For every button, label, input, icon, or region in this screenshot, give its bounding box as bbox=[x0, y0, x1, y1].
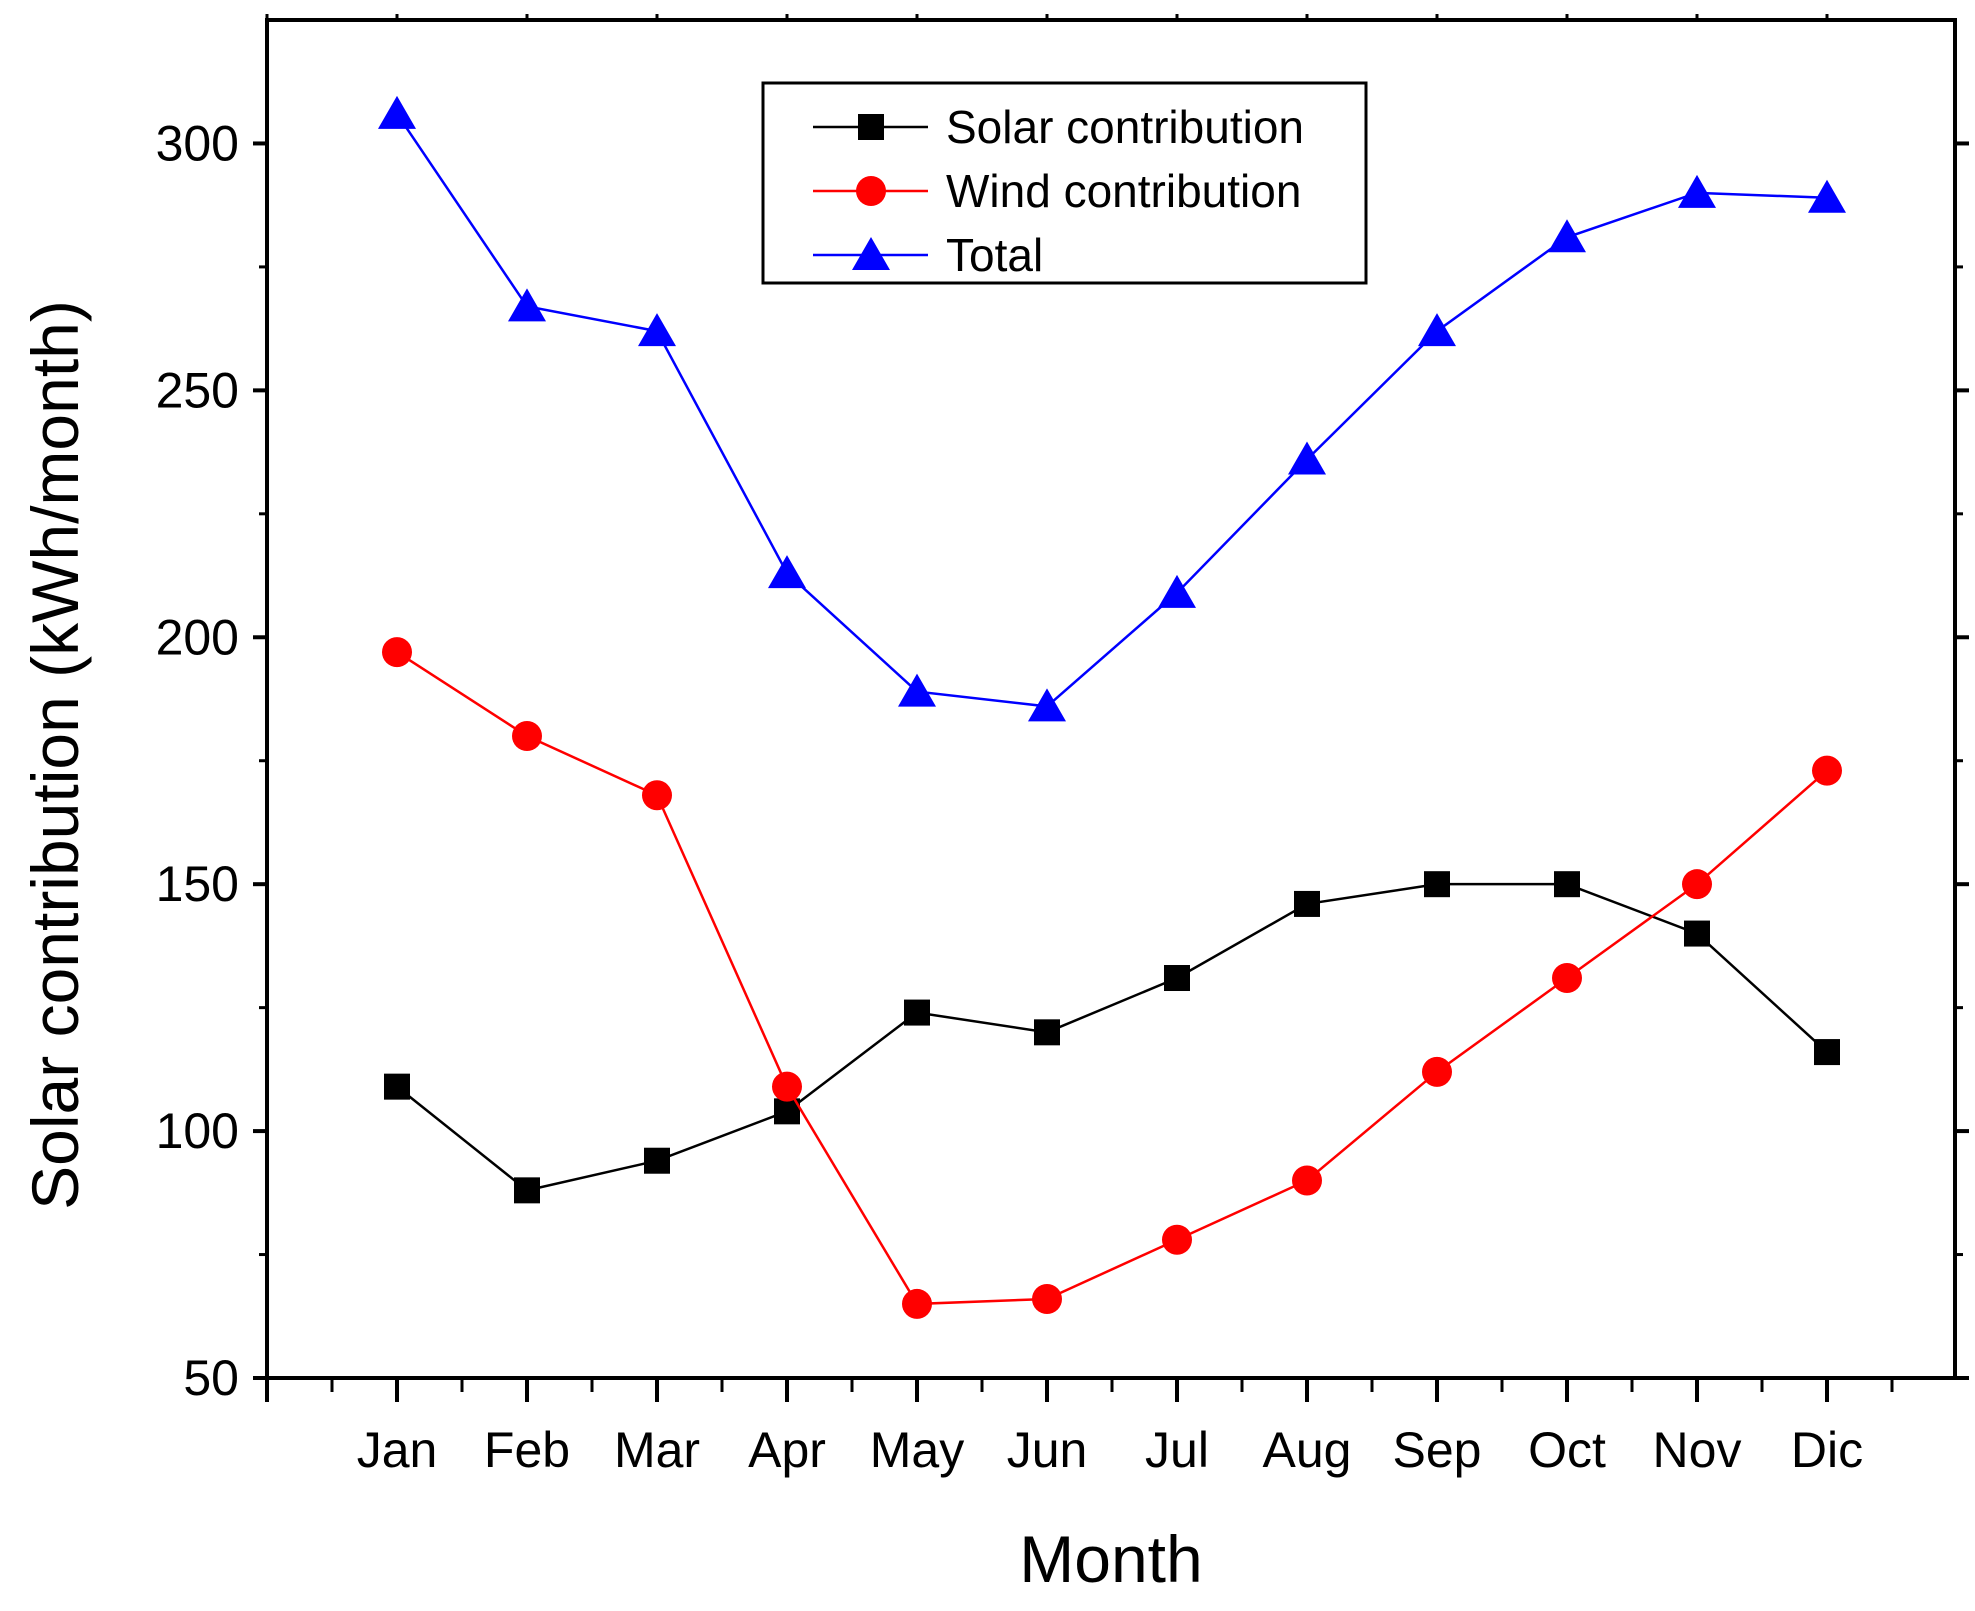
y-tick-label: 200 bbox=[156, 609, 239, 665]
series-line bbox=[396, 882, 1828, 1192]
data-point bbox=[898, 673, 936, 707]
data-point bbox=[904, 999, 930, 1026]
x-tick-label: Oct bbox=[1528, 1422, 1606, 1478]
data-point bbox=[902, 1288, 932, 1319]
y-tick-label: 150 bbox=[156, 856, 239, 912]
y-tick-label: 250 bbox=[156, 362, 239, 418]
legend-marker bbox=[856, 176, 886, 206]
y-axis-title: Solar contribution (kWh/month) bbox=[18, 300, 92, 1210]
data-point bbox=[1552, 963, 1582, 994]
data-point bbox=[1032, 1283, 1062, 1314]
legend-marker bbox=[852, 237, 890, 270]
data-point bbox=[512, 721, 542, 752]
data-point bbox=[642, 780, 672, 811]
data-point bbox=[1548, 219, 1586, 253]
x-tick-label: Jun bbox=[1007, 1422, 1088, 1478]
legend-label: Solar contribution bbox=[946, 101, 1304, 153]
x-tick-label: Jul bbox=[1145, 1422, 1209, 1478]
data-point bbox=[1162, 1224, 1192, 1255]
data-point bbox=[1678, 174, 1716, 208]
data-point bbox=[1158, 574, 1196, 608]
series-line bbox=[395, 113, 1828, 708]
series-total bbox=[378, 95, 1846, 722]
series-solar-contribution bbox=[384, 871, 1840, 1204]
data-point bbox=[638, 313, 676, 347]
data-point bbox=[1682, 869, 1712, 900]
data-point bbox=[382, 637, 412, 668]
x-axis-ticks: Jan Feb Mar Apr May Jun Jul Aug Sep Oct Nov Dic bbox=[265, 14, 1894, 1478]
data-point bbox=[1292, 1165, 1322, 1196]
data-point bbox=[1028, 688, 1066, 722]
data-point bbox=[1418, 313, 1456, 347]
data-point bbox=[1808, 179, 1846, 213]
y-axis-ticks: 50 100 150 200 250 300 bbox=[156, 115, 1969, 1406]
y-tick-label: 100 bbox=[156, 1103, 239, 1159]
x-tick-label: Mar bbox=[614, 1422, 700, 1478]
x-tick-label: Nov bbox=[1653, 1422, 1742, 1478]
data-point bbox=[1814, 1039, 1840, 1066]
data-point bbox=[644, 1147, 670, 1174]
data-point bbox=[384, 1073, 410, 1100]
data-point bbox=[1554, 871, 1580, 898]
data-point bbox=[768, 555, 806, 589]
data-point bbox=[508, 288, 546, 322]
x-tick-label: Jan bbox=[357, 1422, 438, 1478]
data-point bbox=[1294, 890, 1320, 917]
data-point bbox=[1288, 441, 1326, 475]
data-point bbox=[1812, 755, 1842, 786]
legend: Solar contribution Wind contribution Total bbox=[761, 81, 1368, 285]
data-point bbox=[1422, 1056, 1452, 1087]
x-tick-label: Sep bbox=[1393, 1422, 1482, 1478]
y-tick-label: 300 bbox=[156, 115, 239, 171]
series-line bbox=[396, 651, 1828, 1306]
data-point bbox=[1034, 1019, 1060, 1046]
data-point bbox=[1684, 920, 1710, 947]
data-point bbox=[514, 1177, 540, 1204]
data-point bbox=[378, 95, 416, 129]
series-layer bbox=[378, 95, 1846, 1319]
legend-label: Total bbox=[946, 229, 1043, 281]
data-point bbox=[1424, 871, 1450, 898]
x-tick-label: Feb bbox=[484, 1422, 570, 1478]
x-tick-label: May bbox=[870, 1422, 964, 1478]
data-point bbox=[1164, 965, 1190, 992]
x-tick-label: Dic bbox=[1791, 1422, 1863, 1478]
y-tick-label: 50 bbox=[183, 1350, 239, 1406]
legend-marker bbox=[858, 114, 884, 140]
legend-label: Wind contribution bbox=[946, 165, 1301, 217]
series-wind-contribution bbox=[382, 637, 1842, 1319]
x-axis-title: Month bbox=[1019, 1522, 1202, 1596]
data-point bbox=[772, 1071, 802, 1102]
x-tick-label: Apr bbox=[748, 1422, 826, 1478]
x-tick-label: Aug bbox=[1263, 1422, 1352, 1478]
